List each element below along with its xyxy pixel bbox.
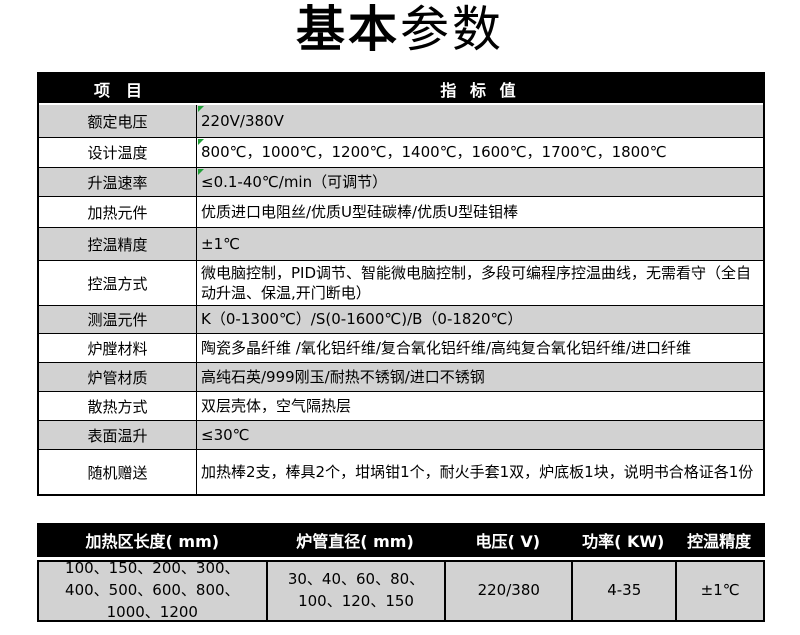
row-value-text: 220V/380V [201,111,284,130]
green-corner-marker [198,169,204,175]
row-value-text: ±1℃ [201,234,240,253]
table-row: 加热元件 优质进口电阻丝/优质U型硅碳棒/优质U型硅钼棒 [39,196,763,227]
row-label: 表面温升 [39,421,197,449]
spec-header-item: 项 目 [93,80,142,100]
row-label: 设计温度 [39,138,197,167]
page-title-bold: 基本 [295,1,400,58]
row-label: 炉膛材料 [39,334,197,362]
row-label: 控温方式 [39,261,197,305]
table-row: 散热方式 双层壳体，空气隔热层 [39,391,763,420]
row-value: ≤30℃ [197,421,763,449]
row-value-text: 加热棒2支，棒具2个，坩埚钳1个，耐火手套1双，炉底板1块，说明书合格证各1份 [201,462,754,481]
model-header-voltage: 电压( V) [475,532,541,551]
row-value: 优质进口电阻丝/优质U型硅碳棒/优质U型硅钼棒 [197,197,763,227]
row-value: 加热棒2支，棒具2个，坩埚钳1个，耐火手套1双，炉底板1块，说明书合格证各1份 [197,450,763,494]
row-label: 随机赠送 [39,450,197,494]
row-value-text: K（0-1300℃）/S(0-1600℃)/B（0-1820℃） [201,310,523,329]
row-value-text: 微电脑控制，PID调节、智能微电脑控制，多段可编程序控温曲线，无需看守（全自动升… [201,263,752,302]
spec-header-value: 指 标 值 [440,80,520,100]
table-row: 随机赠送 加热棒2支，棒具2个，坩埚钳1个，耐火手套1双，炉底板1块，说明书合格… [39,449,763,494]
page-title: 基本参数 [0,1,800,58]
spec-table-header: 项 目 指 标 值 [39,74,763,105]
model-table-values-row: 100、150、200、300、400、500、600、800、1000、120… [37,559,765,622]
model-value-power: 4-35 [571,562,675,620]
model-table: 加热区长度( mm) 炉管直径( mm) 电压( V) 功率( KW) 控温精度… [37,523,765,622]
row-value: 220V/380V [197,105,763,137]
row-value: ±1℃ [197,228,763,260]
row-label: 加热元件 [39,197,197,227]
row-value-text: ≤0.1-40℃/min（可调节） [201,172,388,191]
table-row: 炉膛材料 陶瓷多晶纤维 /氧化铝纤维/复合氧化铝纤维/高纯复合氧化铝纤维/进口纤… [39,333,763,362]
table-row: 升温速率 ≤0.1-40℃/min（可调节） [39,167,763,196]
model-value-heating-zone-length: 100、150、200、300、400、500、600、800、1000、120… [65,559,240,621]
table-row: 设计温度 800℃，1000℃，1200℃，1400℃，1600℃，1700℃，… [39,137,763,167]
row-value: ≤0.1-40℃/min（可调节） [197,168,763,196]
page-title-regular: 参数 [400,1,505,58]
model-header-tube-diameter: 炉管直径( mm) [296,532,414,551]
row-label: 额定电压 [39,105,197,137]
model-header-power: 功率( KW) [582,532,665,551]
row-value: 陶瓷多晶纤维 /氧化铝纤维/复合氧化铝纤维/高纯复合氧化铝纤维/进口纤维 [197,334,763,362]
table-row: 额定电压 220V/380V [39,105,763,137]
row-label: 测温元件 [39,306,197,333]
model-value-voltage: 220/380 [444,562,571,620]
row-value-text: 陶瓷多晶纤维 /氧化铝纤维/复合氧化铝纤维/高纯复合氧化铝纤维/进口纤维 [201,338,691,357]
row-label: 控温精度 [39,228,197,260]
table-row: 控温精度 ±1℃ [39,227,763,260]
row-label: 散热方式 [39,392,197,420]
row-value-text: ≤30℃ [201,425,250,444]
model-header-temp-precision: 控温精度 [687,532,752,551]
row-value-text: 双层壳体，空气隔热层 [201,396,352,415]
green-corner-marker [198,139,204,145]
green-corner-marker [198,106,204,112]
row-value: 800℃，1000℃，1200℃，1400℃，1600℃，1700℃，1800℃ [197,138,763,167]
row-value-text: 高纯石英/999刚玉/耐热不锈钢/进口不锈钢 [201,367,485,386]
row-value: 双层壳体，空气隔热层 [197,392,763,420]
row-value-text: 800℃，1000℃，1200℃，1400℃，1600℃，1700℃，1800℃ [201,143,667,162]
row-value: K（0-1300℃）/S(0-1600℃)/B（0-1820℃） [197,306,763,333]
model-value-temp-precision: ±1℃ [675,562,763,620]
model-header-heating-zone-length: 加热区长度( mm) [85,532,220,551]
row-label: 升温速率 [39,168,197,196]
model-value-tube-diameter: 30、40、60、80、100、120、150 [265,562,445,620]
model-table-header: 加热区长度( mm) 炉管直径( mm) 电压( V) 功率( KW) 控温精度 [37,523,765,557]
table-row: 测温元件 K（0-1300℃）/S(0-1600℃)/B（0-1820℃） [39,305,763,333]
table-row: 炉管材质 高纯石英/999刚玉/耐热不锈钢/进口不锈钢 [39,362,763,391]
table-row: 控温方式 微电脑控制，PID调节、智能微电脑控制，多段可编程序控温曲线，无需看守… [39,260,763,305]
row-label: 炉管材质 [39,363,197,391]
row-value: 高纯石英/999刚玉/耐热不锈钢/进口不锈钢 [197,363,763,391]
row-value-text: 优质进口电阻丝/优质U型硅碳棒/优质U型硅钼棒 [201,202,519,221]
row-value: 微电脑控制，PID调节、智能微电脑控制，多段可编程序控温曲线，无需看守（全自动升… [197,261,763,305]
spec-table: 项 目 指 标 值 额定电压 220V/380V 设计温度 800℃，1000℃… [37,72,765,496]
table-row: 表面温升 ≤30℃ [39,420,763,449]
